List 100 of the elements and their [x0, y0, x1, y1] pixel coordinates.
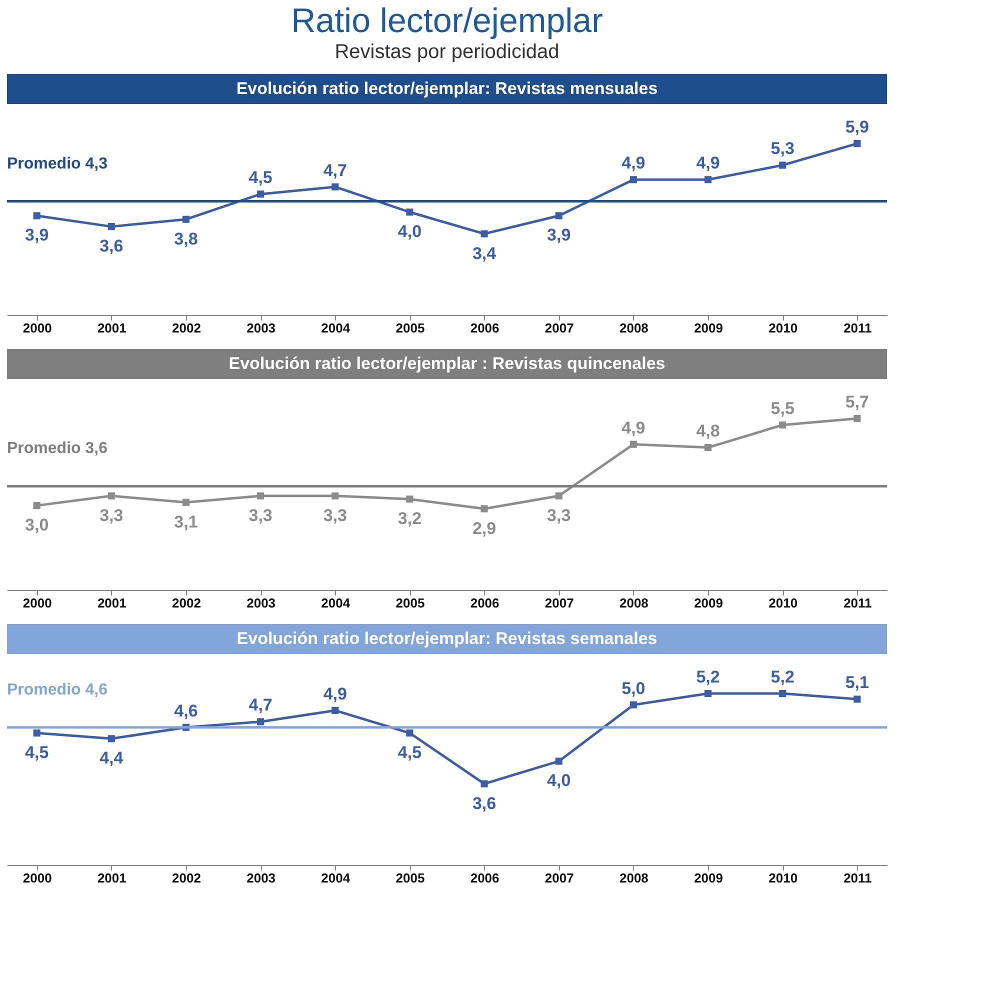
- data-label: 5,9: [845, 118, 869, 137]
- data-label: 4,8: [696, 422, 720, 441]
- x-tick-label: 2009: [694, 320, 723, 336]
- point: [630, 176, 637, 184]
- data-label: 3,8: [174, 229, 198, 248]
- x-tick-label: 2001: [97, 870, 126, 886]
- x-tick-label: 2002: [172, 870, 201, 886]
- ref-line-label: Promedio 4,6: [7, 681, 108, 698]
- x-tick-label: 2004: [321, 596, 351, 610]
- point: [257, 190, 264, 198]
- point: [854, 415, 861, 422]
- point: [257, 492, 264, 500]
- data-label: 3,3: [323, 506, 347, 525]
- x-tick-label: 2007: [544, 870, 574, 886]
- data-label: 5,7: [845, 392, 869, 412]
- point: [108, 492, 115, 500]
- x-tick-label: 2000: [22, 320, 52, 336]
- data-label: 3,6: [100, 236, 124, 256]
- data-label: 3,3: [547, 506, 571, 525]
- x-tick-label: 2000: [22, 596, 52, 610]
- point: [33, 502, 40, 510]
- point: [332, 706, 339, 714]
- data-label: 3,3: [248, 506, 272, 525]
- data-label: 3,3: [100, 506, 124, 525]
- x-tick-label: 2006: [470, 870, 500, 886]
- point: [332, 183, 339, 190]
- data-label: 4,7: [248, 696, 272, 715]
- x-tick-label: 2007: [544, 320, 574, 336]
- data-label: 5,0: [622, 678, 646, 698]
- chart-title: Evolución ratio lector/ejemplar : Revistas quincenales: [228, 354, 666, 373]
- data-label: 4,6: [174, 701, 198, 720]
- x-tick-label: 2001: [97, 596, 126, 610]
- data-label: 5,3: [770, 139, 794, 158]
- x-tick-label: 2011: [844, 596, 872, 610]
- data-label: 5,2: [696, 668, 720, 687]
- data-label: 3,9: [547, 226, 571, 245]
- point: [406, 496, 414, 503]
- x-tick-label: 2004: [321, 870, 351, 886]
- point: [257, 718, 264, 726]
- point: [779, 162, 786, 169]
- data-label: 4,4: [100, 748, 124, 768]
- x-tick-label: 2005: [396, 870, 425, 886]
- point: [406, 729, 414, 737]
- point: [630, 440, 637, 448]
- ref-line-label: Promedio 3,6: [7, 440, 108, 458]
- point: [108, 735, 115, 742]
- text: Revistas por periodicidad: [334, 41, 560, 63]
- chart-title: Evolución ratio lector/ejemplar: Revistas mensuales: [236, 79, 658, 98]
- point: [33, 729, 40, 737]
- x-tick-label: 2002: [172, 320, 201, 336]
- x-tick-label: 2008: [619, 596, 648, 610]
- point: [854, 140, 861, 148]
- point: [854, 696, 861, 703]
- x-tick-label: 2008: [619, 320, 648, 336]
- data-label: 3,6: [472, 794, 496, 813]
- x-tick-label: 2001: [97, 320, 126, 336]
- data-label: 2,9: [472, 518, 496, 538]
- x-tick-label: 2005: [396, 596, 425, 610]
- point: [108, 223, 115, 230]
- x-tick-label: 2008: [619, 870, 648, 886]
- point: [182, 216, 190, 223]
- data-label: 4,9: [622, 154, 646, 173]
- text: Ratio lector/ejemplar: [291, 2, 603, 40]
- x-tick-label: 2010: [768, 596, 798, 610]
- data-label: 3,2: [398, 509, 422, 528]
- x-tick-label: 2011: [844, 320, 872, 336]
- data-label: 4,5: [248, 168, 272, 188]
- data-label: 3,9: [25, 226, 49, 245]
- x-tick-label: 2009: [694, 870, 723, 886]
- data-label: 4,7: [323, 160, 347, 180]
- x-tick-label: 2003: [246, 870, 276, 886]
- x-tick-label: 2005: [396, 320, 425, 336]
- data-label: 4,9: [622, 418, 646, 438]
- data-label: 4,5: [398, 743, 422, 762]
- point: [630, 701, 637, 708]
- x-tick-label: 2009: [694, 596, 723, 610]
- x-tick-label: 2010: [768, 320, 798, 336]
- x-tick-label: 2003: [246, 320, 276, 336]
- point: [555, 758, 562, 765]
- data-label: 4,9: [696, 154, 720, 173]
- data-label: 4,5: [25, 743, 49, 762]
- data-label: 3,0: [25, 516, 49, 535]
- x-tick-label: 2006: [470, 320, 500, 336]
- point: [779, 421, 786, 429]
- point: [332, 492, 339, 500]
- point: [480, 230, 488, 238]
- data-label: 4,0: [547, 771, 571, 790]
- point: [480, 505, 488, 512]
- point: [779, 690, 786, 698]
- x-tick-label: 2000: [22, 870, 52, 886]
- x-tick-label: 2002: [172, 596, 201, 610]
- chart-title: Evolución ratio lector/ejemplar: Revistas semanales: [236, 629, 658, 648]
- point: [704, 690, 712, 698]
- data-label: 4,9: [323, 684, 347, 704]
- point: [704, 176, 712, 184]
- data-label: 3,4: [472, 244, 497, 263]
- data-label: 5,5: [770, 398, 794, 418]
- point: [33, 212, 40, 220]
- x-tick-label: 2004: [321, 320, 351, 336]
- point: [480, 780, 488, 788]
